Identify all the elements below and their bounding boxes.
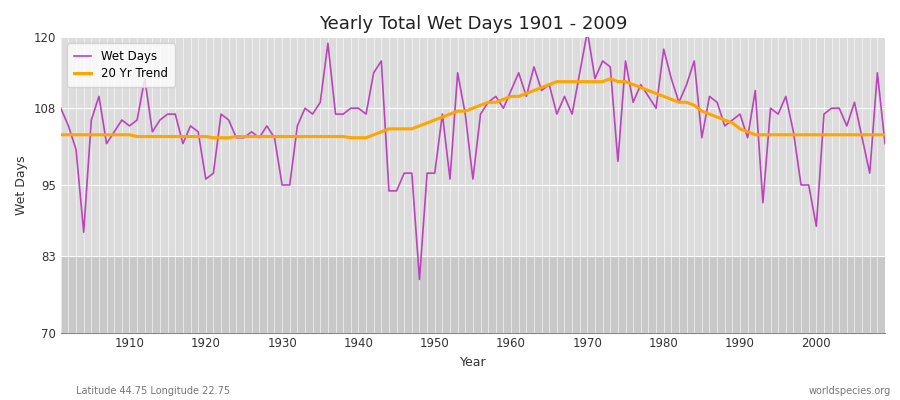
Line: 20 Yr Trend: 20 Yr Trend bbox=[61, 79, 885, 138]
Wet Days bbox=[506, 88, 517, 93]
20 Yr Trend bbox=[605, 76, 616, 81]
Title: Yearly Total Wet Days 1901 - 2009: Yearly Total Wet Days 1901 - 2009 bbox=[319, 15, 627, 33]
Wet Days bbox=[582, 29, 593, 34]
20 Yr Trend bbox=[879, 132, 890, 137]
X-axis label: Year: Year bbox=[460, 356, 486, 369]
Wet Days bbox=[414, 277, 425, 282]
Wet Days bbox=[613, 159, 624, 164]
20 Yr Trend bbox=[338, 134, 348, 139]
20 Yr Trend bbox=[292, 134, 302, 139]
Y-axis label: Wet Days: Wet Days bbox=[15, 155, 28, 215]
20 Yr Trend bbox=[506, 94, 517, 99]
20 Yr Trend bbox=[613, 79, 624, 84]
Wet Days bbox=[116, 118, 127, 122]
20 Yr Trend bbox=[116, 132, 127, 137]
Wet Days bbox=[879, 141, 890, 146]
Wet Days bbox=[284, 182, 295, 187]
20 Yr Trend bbox=[56, 132, 67, 137]
Wet Days bbox=[56, 106, 67, 110]
20 Yr Trend bbox=[513, 94, 524, 99]
Line: Wet Days: Wet Days bbox=[61, 32, 885, 280]
Wet Days bbox=[513, 70, 524, 75]
Bar bbox=[61, 256, 885, 332]
Legend: Wet Days, 20 Yr Trend: Wet Days, 20 Yr Trend bbox=[67, 43, 175, 87]
Text: Latitude 44.75 Longitude 22.75: Latitude 44.75 Longitude 22.75 bbox=[76, 386, 230, 396]
20 Yr Trend bbox=[208, 135, 219, 140]
Text: worldspecies.org: worldspecies.org bbox=[809, 386, 891, 396]
Wet Days bbox=[330, 112, 341, 116]
